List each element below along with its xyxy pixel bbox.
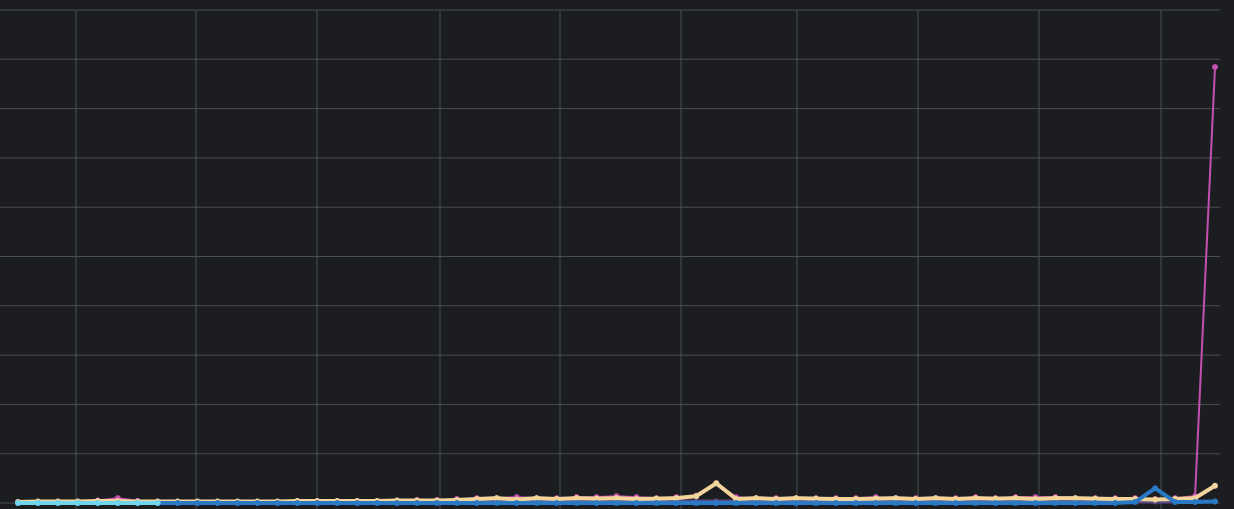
data-point (1172, 499, 1179, 506)
data-point (254, 500, 261, 506)
data-point (473, 500, 480, 506)
data-point (892, 500, 899, 506)
data-point (1072, 500, 1079, 506)
data-point (713, 480, 720, 487)
data-point (453, 500, 460, 506)
data-point (793, 495, 800, 502)
data-point (832, 500, 839, 506)
data-point (1112, 500, 1119, 506)
data-point (813, 500, 819, 506)
data-point (1092, 500, 1099, 506)
data-point (673, 495, 680, 502)
data-point (613, 495, 620, 502)
data-point (932, 500, 939, 506)
data-point (513, 500, 520, 506)
data-point (1092, 495, 1099, 502)
data-point (214, 500, 221, 506)
grid (0, 9, 1220, 509)
data-point (374, 500, 381, 506)
data-point (274, 500, 281, 506)
data-point (753, 500, 760, 506)
data-point (972, 500, 979, 506)
data-point (114, 500, 121, 506)
data-point (693, 493, 700, 500)
data-point (154, 500, 161, 506)
data-point (94, 500, 101, 506)
data-point (673, 500, 680, 506)
data-point (912, 500, 919, 506)
data-point (334, 500, 341, 506)
data-point (433, 500, 440, 506)
data-point (1012, 500, 1019, 506)
data-point (793, 500, 800, 506)
data-point (653, 495, 660, 502)
data-point (633, 500, 640, 506)
data-point (1192, 499, 1199, 506)
data-point (1052, 500, 1059, 506)
data-point (1012, 495, 1019, 502)
data-point (1212, 498, 1218, 505)
data-point (134, 500, 141, 506)
data-point (1212, 482, 1218, 489)
data-point (773, 500, 780, 506)
data-point (992, 495, 999, 502)
data-point (733, 500, 740, 506)
data-point (1032, 500, 1039, 506)
data-point (573, 495, 580, 502)
data-point (314, 500, 321, 506)
data-point (972, 495, 979, 502)
data-point (753, 495, 760, 502)
series-1 (15, 64, 1218, 506)
data-point (354, 500, 361, 506)
data-point (852, 500, 859, 506)
data-point (613, 500, 620, 506)
data-point (932, 495, 939, 502)
data-point (1132, 499, 1139, 506)
data-point (573, 500, 580, 506)
data-point (493, 495, 500, 502)
data-point (693, 500, 700, 506)
data-point (533, 500, 540, 506)
data-point (174, 500, 181, 506)
data-point (1212, 64, 1218, 70)
data-point (593, 495, 600, 502)
data-point (54, 500, 61, 506)
data-point (813, 495, 819, 502)
series-4 (15, 500, 161, 506)
data-point (414, 500, 420, 506)
series-3 (15, 485, 1218, 506)
data-point (533, 495, 540, 502)
data-point (553, 500, 560, 506)
data-point (1152, 485, 1159, 492)
data-point (1052, 495, 1059, 502)
data-point (952, 500, 959, 506)
data-point (493, 500, 500, 506)
data-point (194, 500, 201, 506)
data-point (15, 500, 21, 506)
data-point (653, 500, 660, 506)
data-point (593, 500, 600, 506)
data-point (872, 495, 879, 502)
data-point (992, 500, 999, 506)
data-point (1152, 496, 1159, 503)
data-point (394, 500, 401, 506)
series-line (17, 66, 1216, 504)
data-point (34, 500, 41, 506)
data-point (892, 495, 899, 502)
series-group (15, 64, 1218, 506)
data-point (872, 500, 879, 506)
data-point (1072, 495, 1079, 502)
data-point (74, 500, 81, 506)
data-point (294, 500, 301, 506)
data-point (234, 500, 241, 506)
data-point (713, 500, 720, 506)
